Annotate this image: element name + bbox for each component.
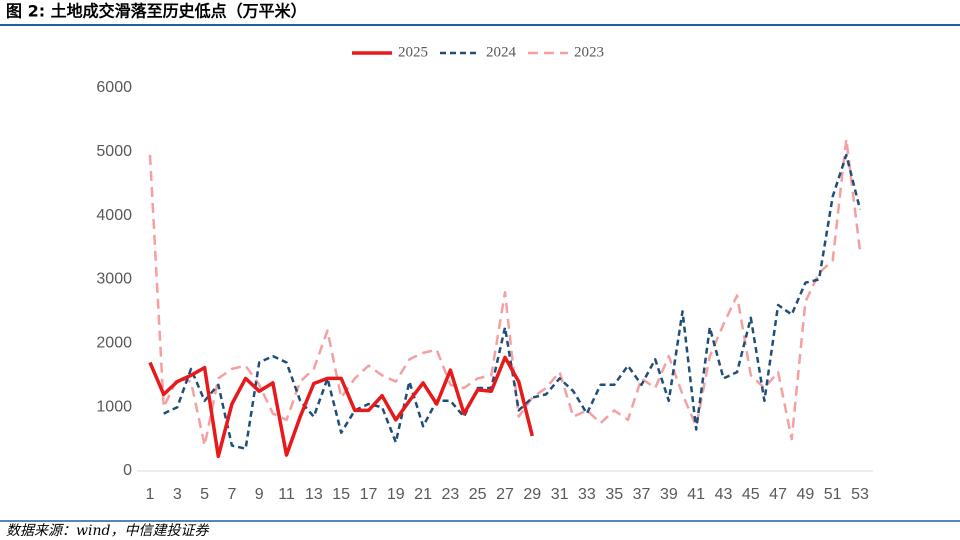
x-tick-label: 21 — [414, 486, 432, 503]
x-tick-label: 45 — [742, 486, 760, 503]
chart-title: 图 2: 土地成交滑落至历史低点（万平米） — [6, 2, 307, 21]
series-line — [148, 355, 534, 459]
x-tick-label: 47 — [769, 486, 787, 503]
x-tick-label: 33 — [578, 486, 596, 503]
x-tick-label: 27 — [496, 486, 514, 503]
x-tick-label: 37 — [633, 486, 651, 503]
x-tick-label: 5 — [200, 486, 209, 503]
x-tick-label: 7 — [227, 486, 236, 503]
series-line — [163, 153, 862, 450]
legend-label: 2024 — [486, 44, 517, 60]
x-tick-label: 35 — [605, 486, 623, 503]
y-tick-label: 3000 — [96, 271, 132, 288]
x-tick-label: 31 — [551, 486, 569, 503]
legend-label: 2023 — [574, 44, 604, 60]
source: 数据来源：wind，中信建投证券 — [6, 523, 209, 539]
y-tick-label: 1000 — [96, 398, 132, 415]
x-tick-label: 17 — [360, 486, 378, 503]
legend-label: 2025 — [398, 44, 428, 60]
x-tick-label: 41 — [687, 486, 705, 503]
y-tick-label: 6000 — [96, 79, 132, 96]
x-tick-label: 43 — [715, 486, 733, 503]
y-tick-label: 5000 — [96, 143, 132, 160]
x-tick-label: 29 — [523, 486, 541, 503]
x-tick-label: 25 — [469, 486, 487, 503]
x-tick-label: 1 — [146, 486, 155, 503]
y-tick-label: 0 — [123, 462, 132, 479]
x-tick-label: 9 — [255, 486, 264, 503]
x-tick-label: 3 — [173, 486, 182, 503]
x-tick-label: 51 — [824, 486, 842, 503]
y-tick-label: 2000 — [96, 335, 132, 352]
x-tick-label: 15 — [332, 486, 350, 503]
series-line — [148, 137, 862, 447]
x-tick-label: 49 — [796, 486, 814, 503]
y-tick-label: 4000 — [96, 207, 132, 224]
x-tick-label: 23 — [441, 486, 459, 503]
x-tick-label: 19 — [387, 486, 405, 503]
x-tick-label: 53 — [851, 486, 869, 503]
x-tick-label: 13 — [305, 486, 323, 503]
x-tick-label: 39 — [660, 486, 678, 503]
x-tick-label: 11 — [278, 486, 295, 503]
